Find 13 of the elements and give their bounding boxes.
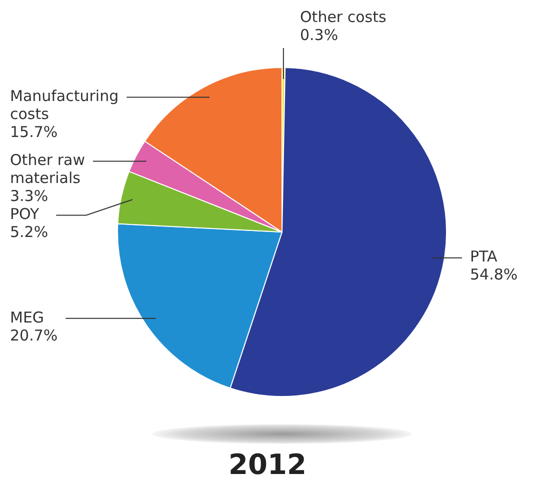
text: 2012 [228,448,308,481]
slice-label: Other costs [300,8,386,26]
data-label: 3.3% [10,187,48,206]
data-label: 15.7% [10,123,58,142]
slice-label: MEG [10,308,44,326]
slice-label: PTA [470,248,498,266]
slice-label: Manufacturing costs [10,87,119,124]
slice-label: Other raw materials [10,151,85,188]
data-label: 20.7% [10,326,58,344]
slice-label: POY [10,205,40,224]
data-label: 54.8% [470,266,518,284]
data-label: 0.3% [300,26,338,44]
data-label: 5.2% [10,223,48,242]
